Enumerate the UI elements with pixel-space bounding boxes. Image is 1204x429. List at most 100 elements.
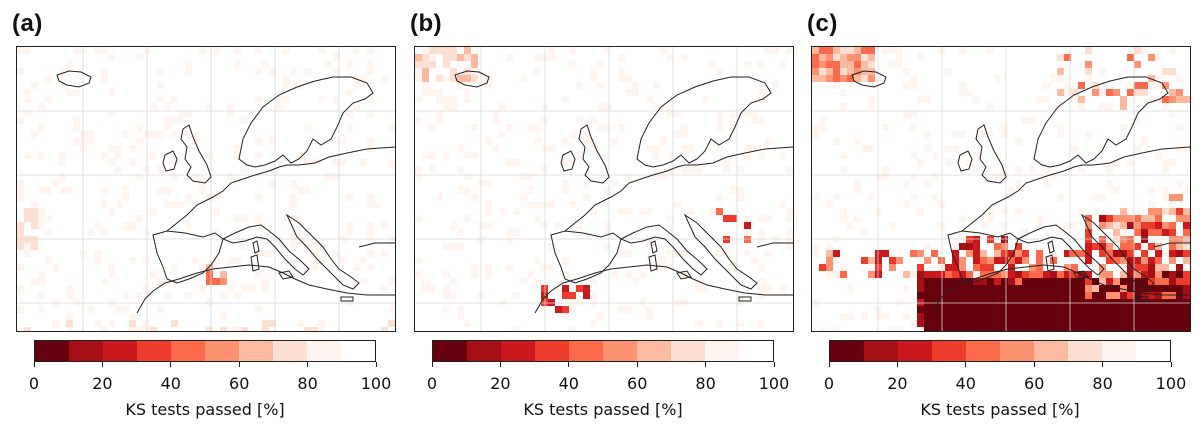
heatmap-cell <box>854 75 861 82</box>
heatmap-cell <box>973 145 980 152</box>
heatmap-cell <box>206 131 213 138</box>
heatmap-cell <box>590 145 597 152</box>
heatmap-cell <box>73 187 80 194</box>
heatmap-cell <box>17 152 24 159</box>
heatmap-cell <box>611 229 618 236</box>
heatmap-cell <box>101 278 108 285</box>
heatmap-cell <box>660 61 667 68</box>
heatmap-cell <box>618 271 625 278</box>
heatmap-cell <box>1099 243 1106 250</box>
heatmap-cell <box>374 201 381 208</box>
heatmap-cell <box>833 75 840 82</box>
heatmap-cell <box>1183 103 1190 110</box>
heatmap-cell <box>94 250 101 257</box>
heatmap-cell <box>436 222 443 229</box>
heatmap-cell <box>436 159 443 166</box>
heatmap-cell <box>758 82 765 89</box>
colorbar-tick-label: 20 <box>887 374 908 393</box>
heatmap-cell <box>1078 222 1085 229</box>
heatmap-cell <box>415 110 422 117</box>
heatmap-cell <box>723 159 730 166</box>
heatmap-cell <box>987 201 994 208</box>
heatmap-cell <box>311 103 318 110</box>
heatmap-cell <box>555 236 562 243</box>
heatmap-cell <box>52 89 59 96</box>
heatmap-cell <box>464 173 471 180</box>
heatmap-cell <box>38 222 45 229</box>
heatmap-cell <box>688 229 695 236</box>
coastline <box>1135 296 1149 302</box>
heatmap-cell <box>903 285 910 292</box>
heatmap-cell <box>157 61 164 68</box>
heatmap-cell <box>1071 166 1078 173</box>
heatmap-cell <box>1120 292 1127 299</box>
heatmap-cell <box>1057 299 1064 306</box>
heatmap-cell <box>534 201 541 208</box>
heatmap-cell <box>199 306 206 313</box>
heatmap-cell <box>339 145 346 152</box>
heatmap-cell <box>751 271 758 278</box>
heatmap-cell <box>457 54 464 61</box>
heatmap-cell <box>945 201 952 208</box>
heatmap-cell <box>1099 89 1106 96</box>
heatmap-cell <box>492 131 499 138</box>
heatmap-cell <box>868 75 875 82</box>
heatmap-cell <box>779 222 786 229</box>
heatmap-cell <box>429 82 436 89</box>
heatmap-cell <box>1120 278 1127 285</box>
heatmap-cell <box>38 215 45 222</box>
heatmap-cell <box>45 320 52 327</box>
heatmap-cell <box>604 103 611 110</box>
heatmap-cell <box>716 180 723 187</box>
heatmap-cell <box>681 285 688 292</box>
heatmap-cell <box>269 82 276 89</box>
heatmap-cell <box>339 264 346 271</box>
heatmap-cell <box>129 159 136 166</box>
heatmap-cell <box>464 152 471 159</box>
heatmap-cell <box>772 117 779 124</box>
heatmap-cell <box>485 327 492 331</box>
heatmap-cell <box>443 264 450 271</box>
heatmap-cell <box>1015 306 1022 313</box>
heatmap-cell <box>632 166 639 173</box>
heatmap-cell <box>171 285 178 292</box>
heatmap-cell <box>520 306 527 313</box>
coastline <box>285 213 360 290</box>
heatmap-cell <box>381 236 388 243</box>
heatmap-cell <box>24 327 31 331</box>
heatmap-cell <box>353 61 360 68</box>
coastline <box>278 270 294 280</box>
heatmap-cell <box>618 110 625 117</box>
heatmap-cell <box>59 82 66 89</box>
heatmap-cell <box>346 208 353 215</box>
heatmap-cell <box>241 117 248 124</box>
heatmap-cell <box>779 320 786 327</box>
heatmap-cell <box>819 68 826 75</box>
heatmap-cell <box>1176 250 1183 257</box>
heatmap-cell <box>618 250 625 257</box>
heatmap-cell <box>346 47 353 54</box>
heatmap-cell <box>1176 306 1183 313</box>
heatmap-cell <box>1001 229 1008 236</box>
heatmap-cell <box>618 257 625 264</box>
heatmap-cell <box>115 257 122 264</box>
coastlines <box>56 70 395 314</box>
heatmap-cell <box>115 75 122 82</box>
heatmap-cell <box>457 201 464 208</box>
heatmap-cell <box>157 75 164 82</box>
heatmap-cell <box>1085 47 1092 54</box>
heatmap-cell <box>31 131 38 138</box>
heatmap-cell <box>1092 285 1099 292</box>
heatmap-cell <box>653 320 660 327</box>
heatmap-cell <box>952 145 959 152</box>
heatmap-cell <box>1029 187 1036 194</box>
heatmap-cell <box>910 68 917 75</box>
heatmap-cell <box>304 187 311 194</box>
heatmap-cell <box>527 96 534 103</box>
heatmap-cell <box>903 208 910 215</box>
heatmap-cell <box>269 306 276 313</box>
heatmap-cell <box>94 292 101 299</box>
heatmap-cell <box>1183 222 1190 229</box>
heatmap-cell <box>709 54 716 61</box>
heatmap-cell <box>562 299 569 306</box>
